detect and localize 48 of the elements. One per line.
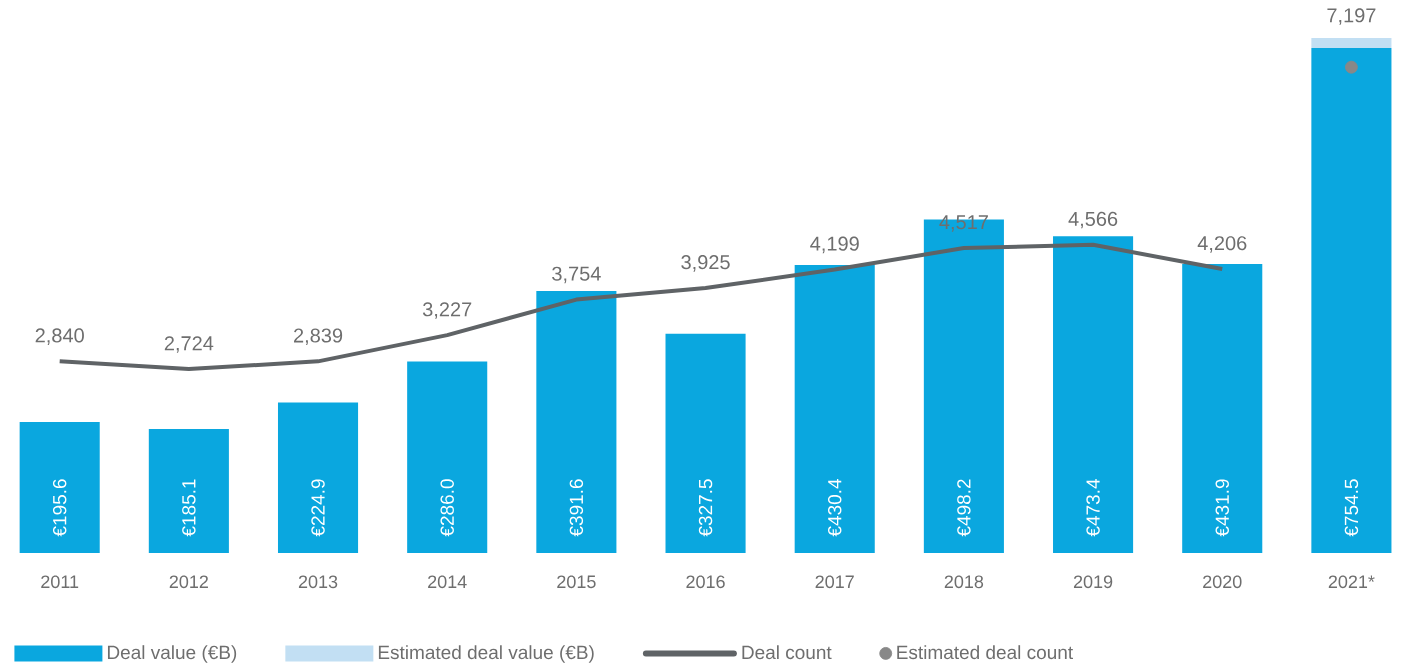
data-label: €498.2 [957,479,971,537]
x-tick-label: 2021* [1328,575,1375,589]
data-label: €754.5 [1344,479,1359,537]
bar [1311,48,1392,553]
data-label: 2,724 [164,336,214,353]
data-label: 3,754 [552,266,601,284]
data-label: €224.9 [311,479,325,537]
bar [794,264,875,553]
x-tick-label: 2020 [1203,575,1242,589]
data-label: 4,566 [1068,211,1118,229]
x-tick-label: 2018 [944,575,984,589]
bar [536,290,617,553]
x-tick-label: 2013 [298,575,338,589]
data-label: 2,839 [294,328,343,345]
data-label: €391.6 [569,479,584,537]
bar [1182,263,1263,553]
data-label: €430.4 [827,479,842,537]
data-label: 2,840 [35,328,84,345]
legend-label: Estimated deal value (€B) [378,645,594,663]
data-label: €327.5 [698,479,713,537]
data-label: €431.9 [1215,479,1229,537]
x-tick-label: 2015 [557,575,596,589]
data-label: €473.4 [1086,479,1100,537]
x-tick-label: 2017 [815,575,854,589]
data-label: 3,227 [422,302,472,319]
data-label: 7,197 [1327,8,1376,25]
bar [1053,236,1134,553]
data-label: €185.1 [182,479,196,537]
x-tick-label: 2016 [686,575,725,589]
x-tick-label: 2011 [41,575,79,589]
bar [665,333,746,553]
legend-label: Estimated deal count [897,645,1073,660]
data-label: €195.6 [52,479,67,537]
data-label: 4,199 [810,236,859,254]
data-label: 4,517 [939,215,988,232]
x-tick-label: 2012 [169,575,208,589]
bar [148,429,229,553]
data-label: 4,206 [1197,236,1247,253]
x-tick-label: 2014 [428,575,467,589]
data-label: €286.0 [440,479,454,537]
bar [407,361,488,553]
x-tick-label: 2019 [1073,575,1113,589]
legend-label: Deal count [742,645,832,660]
data-label: 3,925 [681,255,730,272]
bar [19,422,100,553]
legend-label: Deal value (€B) [107,645,237,663]
bar [277,402,359,553]
bar [1311,37,1392,49]
